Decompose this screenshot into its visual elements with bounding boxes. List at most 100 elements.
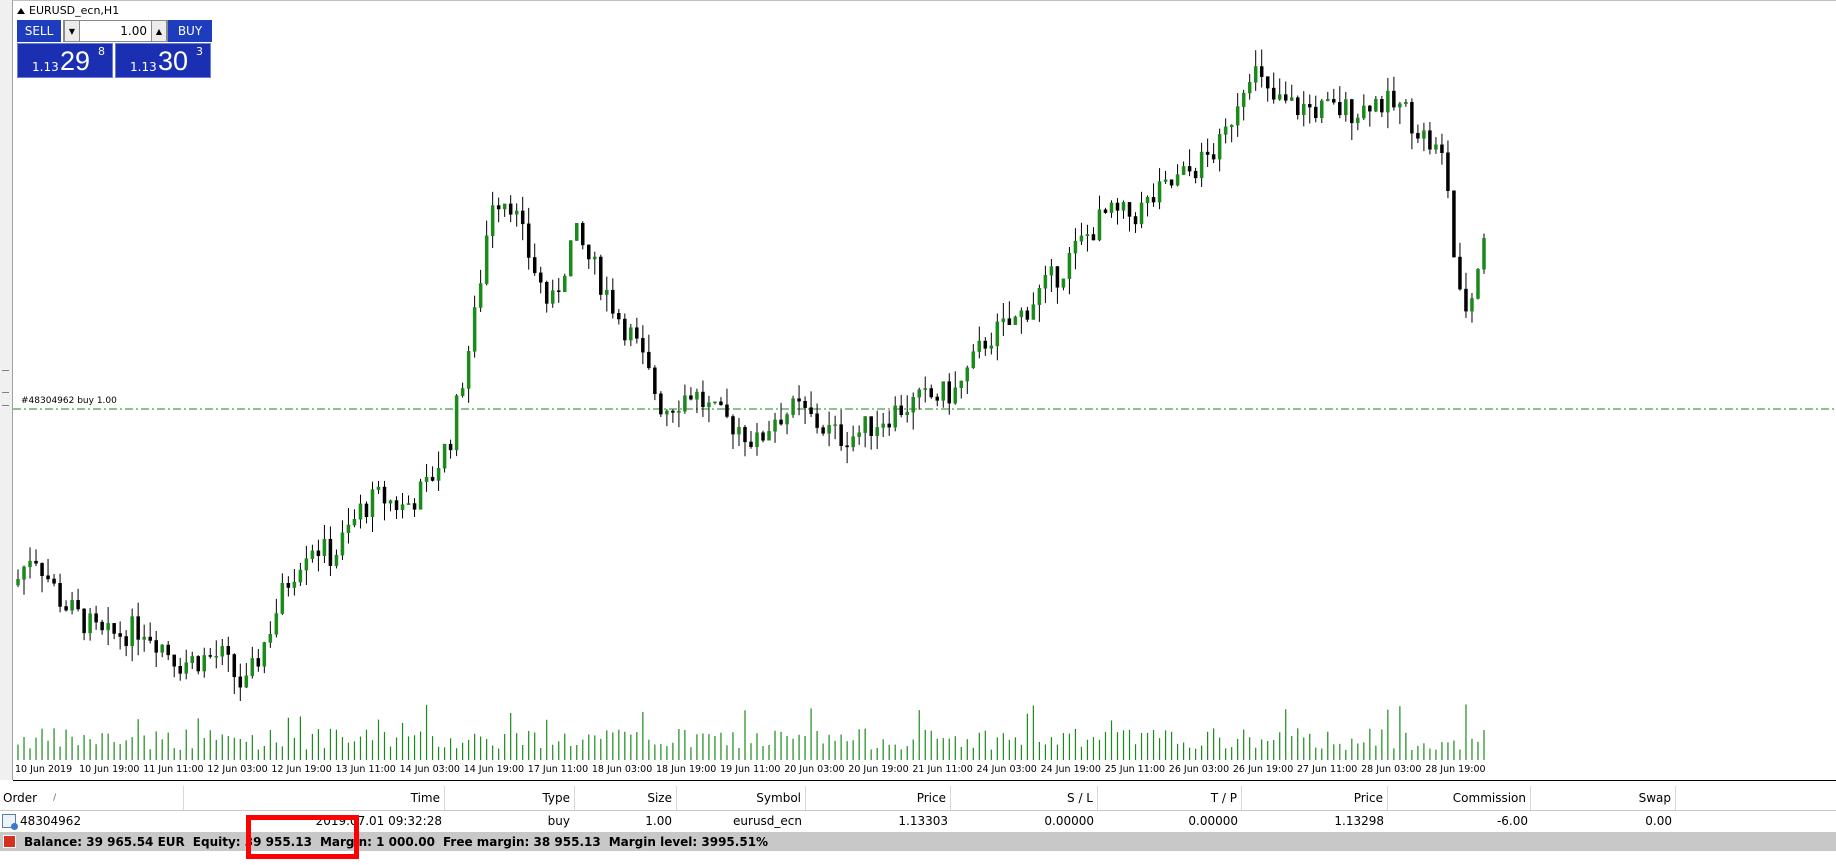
bullish-candle xyxy=(292,581,297,588)
bullish-candle xyxy=(677,410,681,413)
bullish-candle xyxy=(424,476,429,483)
bullish-candle xyxy=(1217,134,1222,160)
sort-indicator: / xyxy=(53,793,57,803)
column-separator[interactable] xyxy=(676,786,677,810)
bearish-candle xyxy=(935,396,940,401)
bullish-candle xyxy=(1079,235,1084,242)
column-separator[interactable] xyxy=(444,786,445,810)
col-header-price[interactable]: Price xyxy=(916,791,946,805)
bullish-candle xyxy=(791,398,795,415)
bullish-candle xyxy=(334,554,339,566)
account-status-icon xyxy=(3,835,16,848)
col-header-sl[interactable]: S / L xyxy=(1067,791,1093,805)
bearish-candle xyxy=(508,203,513,215)
col-header-commission[interactable]: Commission xyxy=(1452,791,1526,805)
bearish-candle xyxy=(947,381,952,404)
col-header-order[interactable]: Order / xyxy=(3,791,57,805)
bullish-candle xyxy=(665,410,669,415)
bearish-candle xyxy=(394,500,399,511)
bullish-candle xyxy=(490,205,495,237)
col-header-tp[interactable]: T / P xyxy=(1210,791,1237,805)
bearish-candle xyxy=(226,646,231,655)
bearish-candle xyxy=(256,658,261,667)
bullish-candle xyxy=(575,223,579,241)
bullish-candle xyxy=(1434,144,1438,150)
bullish-candle xyxy=(442,443,447,469)
bullish-candle xyxy=(472,307,477,352)
bullish-candle xyxy=(995,321,1000,347)
bearish-candle xyxy=(1187,166,1192,172)
bullish-candle xyxy=(1482,238,1486,270)
bearish-candle xyxy=(172,654,176,667)
bullish-candle xyxy=(484,235,489,284)
order-line-label[interactable]: #48304962 buy 1.00 xyxy=(21,396,117,406)
buy-price-box[interactable]: 1.13 30 3 xyxy=(115,43,211,78)
bearish-candle xyxy=(1308,104,1312,108)
triangle-up-icon xyxy=(17,7,25,14)
column-separator[interactable] xyxy=(1241,786,1242,810)
margin-level-text: Margin level: 3995.51% xyxy=(608,834,769,849)
column-separator[interactable] xyxy=(183,786,184,810)
bullish-candle xyxy=(695,391,699,400)
bearish-candle xyxy=(1416,132,1420,139)
bullish-candle xyxy=(406,503,411,505)
bearish-candle xyxy=(544,282,549,304)
bullish-candle xyxy=(514,210,519,215)
bullish-candle xyxy=(827,424,831,434)
lot-decrease-icon[interactable]: ▼ xyxy=(64,21,80,41)
bearish-candle xyxy=(82,608,86,634)
col-header-type[interactable]: Type xyxy=(542,791,570,805)
column-separator[interactable] xyxy=(1530,786,1531,810)
balance-text: Balance: 39 965.54 EUR xyxy=(24,834,185,849)
table-row[interactable]: 48304962 2019.07.01 09:32:28 buy 1.00 eu… xyxy=(0,811,1836,831)
bullish-candle xyxy=(593,256,597,260)
column-separator[interactable] xyxy=(805,786,806,810)
bearish-candle xyxy=(166,644,170,656)
col-header-size[interactable]: Size xyxy=(647,791,672,805)
time-axis-label: 12 Jun 03:00 xyxy=(207,764,268,775)
bullish-candle xyxy=(298,569,303,583)
chart-area[interactable]: EURUSD_ecn,H1 SELL ▼ 1.00 ▲ BUY 1.13 29 … xyxy=(13,0,1836,781)
bullish-candle xyxy=(1031,304,1036,320)
time-axis-label: 28 Jun 19:00 xyxy=(1425,764,1486,775)
bullish-candle xyxy=(1181,166,1186,175)
column-separator[interactable] xyxy=(1097,786,1098,810)
lot-increase-icon[interactable]: ▲ xyxy=(151,21,167,41)
bullish-candle xyxy=(562,275,567,292)
bullish-candle xyxy=(893,405,897,428)
bearish-candle xyxy=(1151,197,1156,203)
time-axis-label: 13 Jun 11:00 xyxy=(335,764,396,775)
bullish-candle xyxy=(550,290,555,304)
time-axis-label: 25 Jun 11:00 xyxy=(1104,764,1166,775)
bearish-candle xyxy=(40,563,44,576)
column-separator[interactable] xyxy=(1675,786,1676,810)
bullish-candle xyxy=(322,538,327,557)
bearish-candle xyxy=(430,476,435,481)
col-header-current-price[interactable]: Price xyxy=(1353,791,1383,805)
col-header-time[interactable]: Time xyxy=(410,791,440,805)
bearish-candle xyxy=(1133,216,1138,225)
bearish-candle xyxy=(1091,234,1096,241)
bearish-candle xyxy=(46,575,50,580)
buy-button[interactable]: BUY xyxy=(168,20,212,42)
sell-price-box[interactable]: 1.13 29 8 xyxy=(17,43,113,78)
column-separator[interactable] xyxy=(1387,786,1388,810)
buy-price-prefix: 1.13 xyxy=(130,60,157,74)
bullish-candle xyxy=(905,411,909,416)
bullish-candle xyxy=(1386,90,1390,113)
col-header-symbol[interactable]: Symbol xyxy=(756,791,801,805)
bullish-candle xyxy=(1145,197,1150,204)
column-separator[interactable] xyxy=(950,786,951,810)
strip-tick xyxy=(2,370,9,371)
sell-button[interactable]: SELL xyxy=(17,20,61,42)
bearish-candle xyxy=(232,654,237,678)
bullish-candle xyxy=(1019,310,1024,318)
buy-price-fraction: 3 xyxy=(196,45,203,58)
col-header-swap[interactable]: Swap xyxy=(1638,791,1671,805)
bearish-candle xyxy=(448,443,453,451)
column-separator[interactable] xyxy=(574,786,575,810)
price-chart[interactable] xyxy=(13,1,1836,780)
lot-size-input[interactable]: 1.00 xyxy=(120,24,147,38)
lot-size-stepper[interactable]: ▼ 1.00 ▲ xyxy=(63,20,168,42)
bullish-candle xyxy=(1037,288,1042,305)
